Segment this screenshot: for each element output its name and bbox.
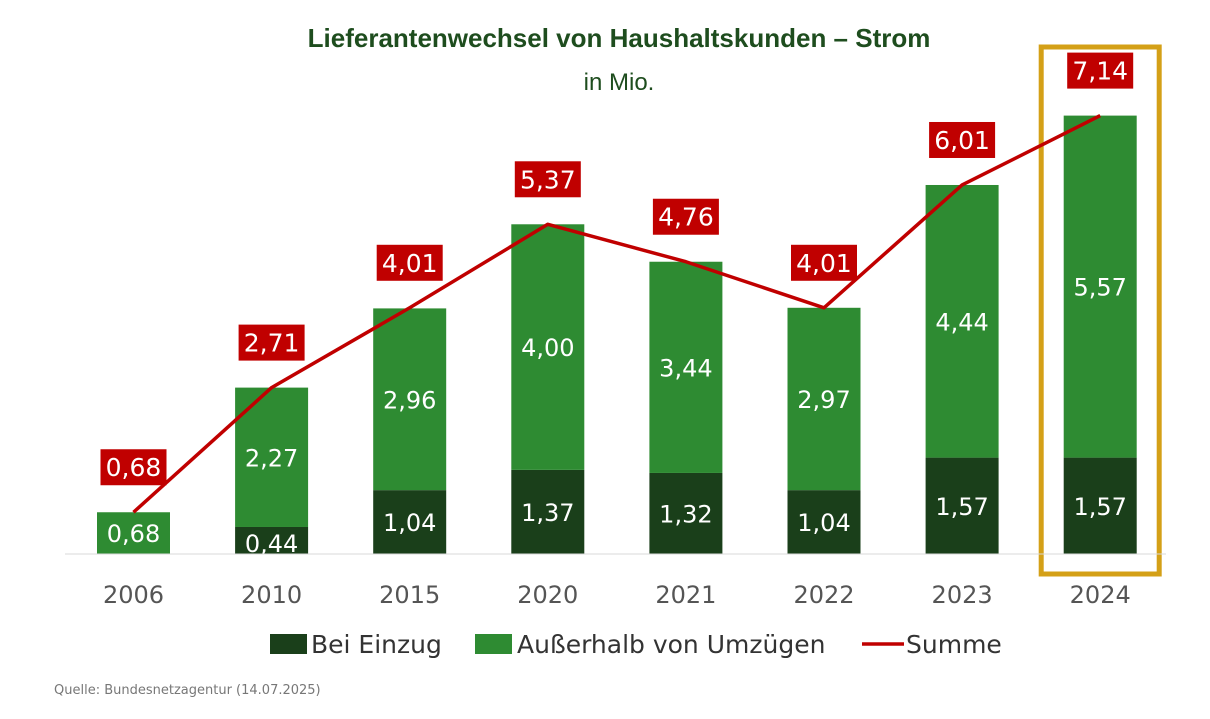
bar-bei-einzug-2022 <box>787 490 861 554</box>
sum-label-box-2022 <box>791 244 857 281</box>
sum-label-2020: 5,37 <box>520 165 576 194</box>
bar-bei-einzug-2010 <box>235 526 309 554</box>
label-bei-einzug-2021: 1,32 <box>659 500 712 528</box>
x-tick-2021: 2021 <box>655 581 716 609</box>
label-bei-einzug-2020: 1,37 <box>521 499 574 527</box>
bars-group: 0,68 0,44 2,27 1,04 2,96 1,37 4,00 1,32 3,44 1,04… <box>97 115 1137 558</box>
legend-label-bei-einzug: Bei Einzug <box>311 630 442 659</box>
sum-label-2010: 2,71 <box>244 329 300 358</box>
sum-label-2015: 4,01 <box>382 249 438 278</box>
highlight-frame <box>1038 44 1162 577</box>
bar-bei-einzug-2015 <box>373 490 447 554</box>
x-tick-2023: 2023 <box>932 581 993 609</box>
label-bei-einzug-2015: 1,04 <box>383 509 436 537</box>
bar-ausserhalb-2015 <box>373 308 447 491</box>
legend-swatch-bei-einzug <box>270 634 307 654</box>
x-tick-2022: 2022 <box>793 581 854 609</box>
label-ausserhalb-2006: 0,68 <box>107 520 160 548</box>
sum-label-box-2006 <box>100 449 167 486</box>
sum-label-box-2024 <box>1067 52 1134 89</box>
x-tick-2006: 2006 <box>103 581 164 609</box>
legend: Bei Einzug Außerhalb von Umzügen Summe <box>270 630 1002 659</box>
sum-label-box-2015 <box>376 244 443 281</box>
sum-line-group <box>132 114 1101 514</box>
sum-line <box>132 114 1101 514</box>
sum-label-box-2010 <box>238 324 305 361</box>
sum-label-box-2020 <box>514 161 581 198</box>
sum-label-2021: 4,76 <box>658 203 714 232</box>
source-note: Quelle: Bundesnetzagentur (14.07.2025) <box>54 683 321 698</box>
label-bei-einzug-2023: 1,57 <box>935 493 988 521</box>
legend-label-ausserhalb: Außerhalb von Umzügen <box>517 630 825 659</box>
bar-ausserhalb-2023 <box>925 184 999 458</box>
label-ausserhalb-2024: 5,57 <box>1073 274 1126 302</box>
label-bei-einzug-2022: 1,04 <box>797 509 850 537</box>
sum-label-2006: 0,68 <box>106 453 162 482</box>
bar-ausserhalb-2022 <box>787 307 861 491</box>
bar-bei-einzug-2020 <box>511 469 585 554</box>
bar-ausserhalb-2020 <box>511 224 585 470</box>
x-tick-2015: 2015 <box>379 581 440 609</box>
sum-label-box-2021 <box>652 198 719 235</box>
label-ausserhalb-2015: 2,96 <box>383 386 436 414</box>
sum-label-box-2023 <box>929 121 996 158</box>
label-ausserhalb-2023: 4,44 <box>935 308 988 336</box>
x-tick-labels: 2006 2010 2015 2020 2021 2022 2023 2024 <box>103 581 1131 609</box>
x-tick-2024: 2024 <box>1070 581 1131 609</box>
x-tick-2010: 2010 <box>241 581 302 609</box>
chart-title: Lieferantenwechsel von Haushaltskunden –… <box>308 23 931 53</box>
sum-label-2023: 6,01 <box>934 126 990 155</box>
sum-label-2022: 4,01 <box>796 249 852 278</box>
bar-bei-einzug-2021 <box>649 472 723 554</box>
bar-bei-einzug-2024 <box>1063 457 1137 554</box>
label-bei-einzug-2010: 0,44 <box>245 530 298 558</box>
chart-subtitle: in Mio. <box>584 69 655 96</box>
legend-label-summe: Summe <box>906 630 1002 659</box>
bar-ausserhalb-2024 <box>1063 115 1137 458</box>
x-tick-2020: 2020 <box>517 581 578 609</box>
legend-swatch-ausserhalb <box>475 634 512 654</box>
label-ausserhalb-2022: 2,97 <box>797 386 850 414</box>
sum-label-2024: 7,14 <box>1072 57 1128 86</box>
bar-ausserhalb-2021 <box>649 261 723 473</box>
label-ausserhalb-2021: 3,44 <box>659 354 712 382</box>
sum-labels-group: 0,68 2,71 4,01 5,37 4,76 4,01 6,01 7,14 <box>100 52 1134 486</box>
bar-bei-einzug-2023 <box>925 457 999 554</box>
bar-ausserhalb-2006 <box>97 512 170 554</box>
highlight-frame-group <box>1038 44 1162 577</box>
label-ausserhalb-2020: 4,00 <box>521 334 574 362</box>
label-ausserhalb-2010: 2,27 <box>245 444 298 472</box>
label-bei-einzug-2024: 1,57 <box>1073 493 1126 521</box>
